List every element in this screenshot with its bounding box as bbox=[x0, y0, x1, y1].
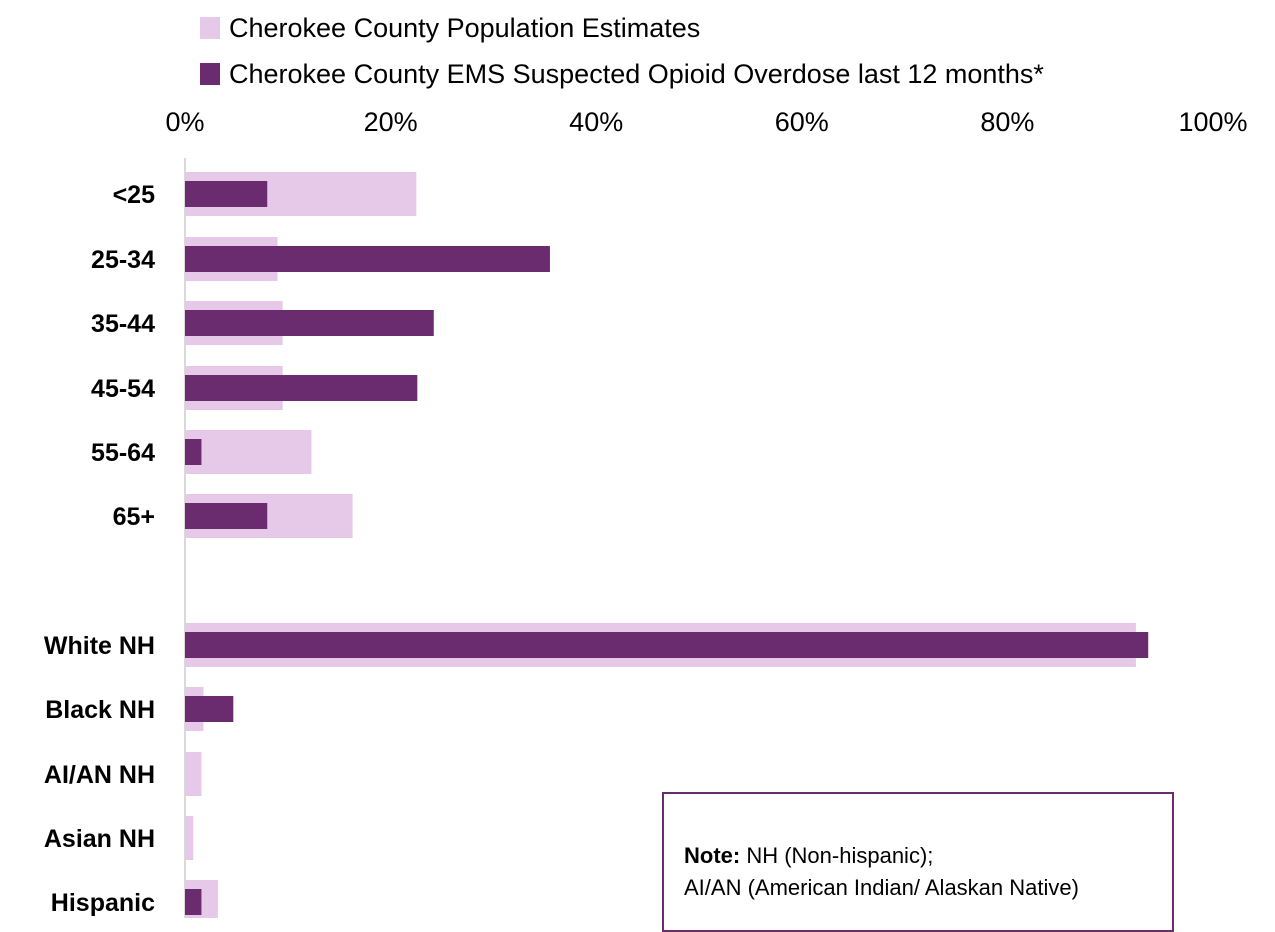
legend-label-2: Cherokee County EMS Suspected Opioid Ove… bbox=[229, 59, 1044, 89]
population-bar bbox=[185, 752, 202, 796]
x-tick-label: 60% bbox=[775, 107, 829, 137]
population-bar bbox=[185, 816, 194, 860]
category-label: Asian NH bbox=[44, 825, 155, 853]
category-label: 45-54 bbox=[91, 375, 155, 403]
overdose-bar bbox=[185, 439, 202, 465]
overdose-bar bbox=[185, 310, 434, 336]
category-label: Black NH bbox=[45, 696, 155, 724]
category-label: 25-34 bbox=[91, 246, 155, 274]
overdose-bar bbox=[185, 375, 418, 401]
x-tick-label: 40% bbox=[569, 107, 623, 137]
overdose-bar bbox=[185, 889, 202, 915]
category-label: 35-44 bbox=[91, 310, 155, 338]
legend-label-1: Cherokee County Population Estimates bbox=[229, 13, 700, 43]
population-bar bbox=[185, 430, 312, 474]
note-label: Note: bbox=[684, 843, 741, 868]
category-label: Hispanic bbox=[51, 889, 155, 917]
x-tick-label: 0% bbox=[165, 107, 204, 137]
overdose-bar bbox=[185, 246, 550, 272]
legend-swatch-1 bbox=[200, 17, 220, 39]
note-line-2: AI/AN (American Indian/ Alaskan Native) bbox=[684, 875, 1079, 900]
note-box: Note: NH (Non-hispanic); AI/AN (American… bbox=[662, 792, 1174, 932]
category-label: <25 bbox=[113, 181, 156, 209]
category-label: AI/AN NH bbox=[44, 761, 155, 789]
overdose-bar bbox=[185, 181, 268, 207]
x-tick-label: 100% bbox=[1178, 107, 1247, 137]
x-tick-label: 80% bbox=[980, 107, 1034, 137]
overdose-bar bbox=[185, 696, 234, 722]
note-line-1: Note: NH (Non-hispanic); bbox=[684, 840, 1172, 872]
category-label: 65+ bbox=[113, 503, 155, 531]
category-label: White NH bbox=[44, 632, 155, 660]
category-label: 55-64 bbox=[91, 439, 155, 467]
overdose-bar bbox=[185, 503, 268, 529]
note-text-1: NH (Non-hispanic); bbox=[740, 843, 934, 868]
x-tick-label: 20% bbox=[364, 107, 418, 137]
legend-swatch-2 bbox=[200, 63, 220, 85]
overdose-bar bbox=[185, 632, 1149, 658]
